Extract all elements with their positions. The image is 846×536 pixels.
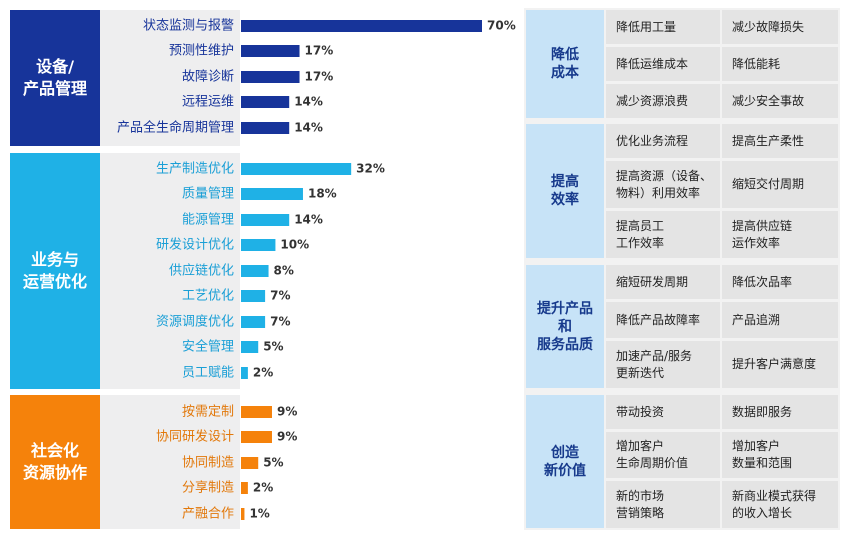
- value-label: 10%: [280, 238, 309, 252]
- benefit-item: 提高供应链 运作效率: [722, 211, 838, 258]
- bar: [241, 341, 259, 353]
- category-label: 产品全生命周期管理: [117, 120, 234, 136]
- benefit-item: 缩短研发周期: [606, 265, 720, 299]
- value-label: 14%: [294, 95, 323, 109]
- bar: [241, 316, 266, 328]
- value-label: 5%: [263, 456, 283, 470]
- bar: [241, 214, 290, 226]
- benefit-item: 增加客户 数量和范围: [722, 432, 838, 478]
- benefit-item: 降低用工量: [606, 10, 720, 44]
- benefit-item: 优化业务流程: [606, 124, 720, 158]
- bar: [241, 508, 245, 520]
- category-label: 工艺优化: [182, 289, 234, 304]
- bar: [241, 482, 248, 494]
- benefit-title-efficiency: 提高 效率: [526, 124, 604, 258]
- benefit-item: 减少故障损失: [722, 10, 838, 44]
- category-label: 故障诊断: [182, 70, 234, 85]
- value-label: 70%: [487, 19, 516, 33]
- benefit-section-efficiency: 提高 效率 优化业务流程 提高生产柔性 提高资源（设备、 物料）利用效率 缩短交…: [526, 124, 838, 258]
- category-label: 员工赋能: [182, 366, 234, 381]
- bar: [241, 265, 269, 277]
- bar: [241, 96, 290, 108]
- benefit-item: 提高资源（设备、 物料）利用效率: [606, 161, 720, 208]
- value-label: 14%: [294, 213, 323, 227]
- category-label: 分享制造: [182, 480, 234, 496]
- category-label: 安全管理: [182, 339, 234, 355]
- benefit-item: 降低运维成本: [606, 47, 720, 81]
- benefit-section-cost: 降低 成本 降低用工量 减少故障损失 降低运维成本 降低能耗 减少资源浪费 减少…: [526, 10, 838, 118]
- value-label: 9%: [277, 430, 297, 444]
- group-label-device-product: 设备/ 产品管理: [10, 10, 100, 146]
- bar: [241, 239, 276, 251]
- bar: [241, 406, 272, 418]
- group-band-bg-1: [100, 10, 240, 146]
- group-band-bg-2: [100, 153, 240, 389]
- benefit-item: 提高生产柔性: [722, 124, 838, 158]
- benefit-item: 增加客户 生命周期价值: [606, 432, 720, 478]
- category-label: 生产制造优化: [156, 162, 234, 177]
- bar: [241, 457, 259, 469]
- value-label: 7%: [270, 289, 290, 303]
- benefit-item: 缩短交付周期: [722, 161, 838, 208]
- category-label: 远程运维: [182, 95, 234, 110]
- benefit-item: 数据即服务: [722, 395, 838, 429]
- bar: [241, 45, 300, 57]
- category-label: 按需定制: [182, 405, 234, 420]
- bar: [241, 71, 300, 83]
- bar: [241, 367, 248, 379]
- benefit-item: 带动投资: [606, 395, 720, 429]
- category-label: 能源管理: [182, 213, 234, 228]
- benefit-item: 降低次品率: [722, 265, 838, 299]
- bar: [241, 20, 482, 32]
- value-label: 2%: [253, 481, 273, 495]
- value-label: 1%: [249, 507, 269, 521]
- value-label: 5%: [263, 340, 283, 354]
- group-label-social-resources: 社会化 资源协作: [10, 395, 100, 529]
- value-label: 9%: [277, 405, 297, 419]
- benefit-item: 减少资源浪费: [606, 84, 720, 118]
- category-label: 状态监测与报警: [143, 18, 234, 34]
- benefit-title-new-value: 创造 新价值: [526, 395, 604, 528]
- benefit-item: 降低能耗: [722, 47, 838, 81]
- category-label: 协同研发设计: [156, 429, 234, 445]
- benefit-item: 加速产品/服务 更新迭代: [606, 341, 720, 388]
- category-label: 协同制造: [182, 456, 234, 471]
- value-label: 17%: [305, 44, 334, 58]
- bar: [241, 431, 272, 443]
- category-label: 产融合作: [182, 507, 234, 522]
- bar: [241, 122, 290, 134]
- value-label: 2%: [253, 366, 273, 380]
- benefit-title-quality: 提升产品 和 服务品质: [526, 265, 604, 388]
- bar: [241, 163, 352, 175]
- category-label: 供应链优化: [169, 263, 234, 279]
- bar-chart: 状态监测与报警 70% 预测性维护 17% 故障诊断 17% 远程运维 14% 产品全生命周期管…: [117, 18, 516, 522]
- group-label-business-ops: 业务与 运营优化: [10, 153, 100, 389]
- category-label: 研发设计优化: [156, 237, 234, 253]
- benefit-item: 新的市场 营销策略: [606, 481, 720, 528]
- benefit-section-new-value: 创造 新价值 带动投资 数据即服务 增加客户 生命周期价值 增加客户 数量和范围…: [526, 395, 838, 528]
- bar: [241, 188, 303, 200]
- value-label: 17%: [305, 70, 334, 84]
- value-label: 18%: [308, 187, 337, 201]
- benefit-item: 新商业模式获得 的收入增长: [722, 481, 838, 528]
- benefit-item: 提升客户满意度: [722, 341, 838, 388]
- benefit-section-quality: 提升产品 和 服务品质 缩短研发周期 降低次品率 降低产品故障率 产品追溯 加速…: [526, 265, 838, 388]
- benefit-item: 提高员工 工作效率: [606, 211, 720, 258]
- value-label: 8%: [274, 264, 294, 278]
- group-band-bg-3: [100, 395, 240, 529]
- benefit-title-cost: 降低 成本: [526, 10, 604, 118]
- value-label: 7%: [270, 315, 290, 329]
- benefit-item: 减少安全事故: [722, 84, 838, 118]
- benefit-item: 产品追溯: [722, 302, 838, 338]
- bar: [241, 290, 266, 302]
- category-label: 预测性维护: [169, 44, 234, 59]
- category-label: 资源调度优化: [156, 314, 234, 330]
- category-label: 质量管理: [182, 187, 234, 202]
- value-label: 32%: [356, 162, 385, 176]
- value-label: 14%: [294, 121, 323, 135]
- benefit-item: 降低产品故障率: [606, 302, 720, 338]
